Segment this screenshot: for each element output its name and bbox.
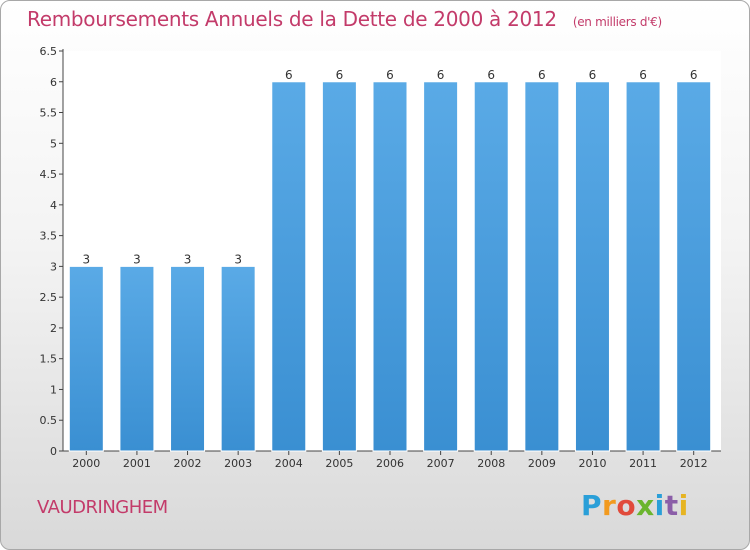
- x-tick-label: 2004: [275, 457, 303, 470]
- logo-letter: x: [636, 489, 655, 522]
- bar-value-label: 3: [234, 252, 242, 266]
- chart-title: Remboursements Annuels de la Dette de 20…: [27, 7, 662, 31]
- y-tick-label: 0: [50, 445, 57, 458]
- proxiti-logo: Proxiti: [581, 489, 689, 522]
- bar-value-label: 6: [386, 68, 394, 82]
- y-tick-label: 6.5: [40, 45, 58, 58]
- y-tick-label: 4: [50, 199, 57, 212]
- y-tick-label: 4.5: [40, 168, 58, 181]
- bar-value-label: 6: [538, 68, 546, 82]
- x-tick-label: 2011: [629, 457, 657, 470]
- logo-letter: r: [602, 489, 617, 522]
- x-tick-label: 2010: [578, 457, 606, 470]
- chart-title-text: Remboursements Annuels de la Dette de 20…: [27, 7, 557, 31]
- y-tick-label: 0.5: [40, 414, 58, 427]
- bar: [423, 81, 459, 452]
- bar: [372, 81, 408, 452]
- y-tick-label: 3.5: [40, 230, 58, 243]
- y-tick-label: 1.5: [40, 353, 58, 366]
- x-tick-label: 2002: [174, 457, 202, 470]
- logo-letter: P: [581, 489, 603, 522]
- bar: [68, 265, 104, 452]
- y-tick-label: 5.5: [40, 107, 58, 120]
- bar-value-label: 6: [437, 68, 445, 82]
- bar: [220, 265, 256, 452]
- y-tick-label: 2.5: [40, 291, 58, 304]
- bar: [170, 265, 206, 452]
- bar: [473, 81, 509, 452]
- commune-name: VAUDRINGHEM: [37, 497, 168, 518]
- bar: [119, 265, 155, 452]
- x-tick-label: 2007: [427, 457, 455, 470]
- bar-value-label: 3: [82, 252, 90, 266]
- x-tick-label: 2003: [224, 457, 252, 470]
- bar: [271, 81, 307, 452]
- bar-value-label: 6: [487, 68, 495, 82]
- bar: [524, 81, 560, 452]
- logo-letter: i: [654, 489, 665, 522]
- x-tick-label: 2006: [376, 457, 404, 470]
- y-tick-label: 2: [50, 322, 57, 335]
- x-tick-label: 2000: [72, 457, 100, 470]
- bar: [625, 81, 661, 452]
- y-tick-label: 5: [50, 137, 57, 150]
- x-tick-label: 2009: [528, 457, 556, 470]
- x-tick-label: 2001: [123, 457, 151, 470]
- bar-value-label: 6: [639, 68, 647, 82]
- logo-letter: t: [664, 489, 679, 522]
- bar-value-label: 3: [184, 252, 192, 266]
- bar: [676, 81, 712, 452]
- y-tick-label: 3: [50, 260, 57, 273]
- x-tick-label: 2012: [680, 457, 708, 470]
- y-tick-label: 1: [50, 383, 57, 396]
- bar-value-label: 6: [690, 68, 698, 82]
- y-tick-label: 6: [50, 76, 57, 89]
- bar-value-label: 6: [336, 68, 344, 82]
- logo-letter: o: [616, 489, 637, 522]
- x-tick-label: 2005: [325, 457, 353, 470]
- bar-value-label: 6: [285, 68, 293, 82]
- bar-value-label: 6: [589, 68, 597, 82]
- bar: [574, 81, 610, 452]
- bar-value-label: 3: [133, 252, 141, 266]
- bar: [321, 81, 357, 452]
- logo-letter: i: [678, 489, 689, 522]
- x-tick-label: 2008: [477, 457, 505, 470]
- chart-unit: (en milliers d'€): [572, 15, 662, 29]
